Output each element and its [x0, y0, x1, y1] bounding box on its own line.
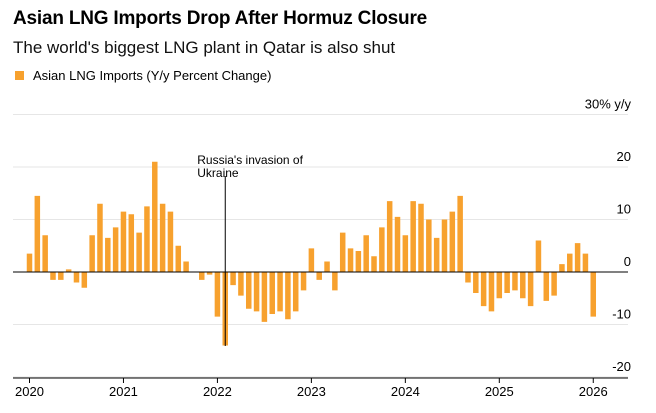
chart-title: Asian LNG Imports Drop After Hormuz Clos…: [13, 8, 428, 29]
bar: [26, 253, 33, 272]
bar: [65, 269, 72, 272]
bar: [128, 214, 135, 272]
bar: [183, 261, 189, 272]
bar: [230, 272, 236, 286]
bar: [175, 245, 182, 272]
bar: [152, 161, 158, 272]
bar: [355, 251, 362, 272]
bar: [347, 248, 354, 272]
bar: [410, 201, 416, 272]
bar: [520, 272, 526, 299]
bar: [136, 232, 142, 272]
x-tick-label: 2026: [579, 384, 608, 399]
bar: [418, 203, 424, 272]
bar: [89, 235, 95, 272]
bar: [58, 272, 64, 280]
bar: [504, 272, 510, 293]
bar: [543, 272, 550, 301]
bar: [551, 272, 557, 296]
bar: [394, 216, 401, 272]
bar: [480, 272, 487, 307]
bar: [386, 201, 393, 272]
bar: [206, 272, 213, 275]
bar: [426, 219, 432, 272]
bar: [73, 272, 80, 283]
bar: [488, 272, 495, 312]
x-tick-label: 2022: [203, 384, 232, 399]
bar: [292, 272, 299, 312]
bar: [324, 261, 330, 272]
y-tick-label: -10: [612, 307, 631, 322]
bar: [269, 272, 275, 314]
bar: [574, 243, 581, 272]
bar: [277, 272, 283, 312]
x-tick-label: 2025: [485, 384, 514, 399]
bar: [316, 272, 322, 280]
bar: [261, 272, 268, 322]
annotation-label: Russia's invasion of: [197, 153, 303, 167]
bar: [97, 203, 103, 272]
legend-swatch: [15, 71, 24, 80]
legend-label: Asian LNG Imports (Y/y Percent Change): [33, 68, 272, 83]
bar: [50, 272, 56, 280]
bar: [300, 272, 307, 291]
x-tick-label: 2023: [297, 384, 326, 399]
bar: [457, 195, 463, 272]
bar: [214, 272, 221, 317]
y-tick-label: 10: [617, 202, 631, 217]
bar: [253, 272, 260, 312]
annotation-label: Ukraine: [197, 166, 239, 180]
x-tick-label: 2024: [391, 384, 420, 399]
bar: [527, 272, 534, 307]
bar: [144, 206, 150, 272]
bar: [449, 211, 456, 272]
bar: [559, 264, 565, 272]
chart-subtitle: The world's biggest LNG plant in Qatar i…: [13, 38, 396, 57]
bar: [159, 203, 166, 272]
bar: [199, 272, 205, 280]
bar: [245, 272, 252, 309]
y-tick-label: -20: [612, 359, 631, 374]
x-tick-label: 2020: [15, 384, 44, 399]
bar: [473, 272, 479, 293]
bar: [590, 272, 597, 317]
bar: [34, 195, 41, 272]
bar: [433, 237, 440, 272]
bar: [379, 227, 385, 272]
bar: [535, 240, 542, 272]
x-tick-label: 2021: [109, 384, 138, 399]
bar: [441, 219, 448, 272]
y-tick-label: 30% y/y: [585, 97, 632, 112]
bar: [285, 272, 291, 320]
bar: [120, 211, 127, 272]
bar: [402, 235, 409, 272]
bar: [332, 272, 338, 291]
bar: [105, 237, 111, 272]
bar: [112, 227, 119, 272]
bar: [363, 235, 369, 272]
bar: [167, 211, 174, 272]
bar: [238, 272, 244, 296]
bar: [496, 272, 503, 299]
bar: [465, 272, 471, 283]
bar: [371, 256, 377, 272]
bar: [339, 232, 346, 272]
y-tick-label: 0: [624, 254, 631, 269]
bar: [567, 253, 573, 272]
bar: [308, 248, 315, 272]
legend: Asian LNG Imports (Y/y Percent Change): [15, 68, 271, 83]
bar: [512, 272, 518, 291]
y-tick-label: 20: [617, 149, 631, 164]
bar: [582, 253, 589, 272]
bar: [42, 235, 48, 272]
bar: [81, 272, 88, 288]
